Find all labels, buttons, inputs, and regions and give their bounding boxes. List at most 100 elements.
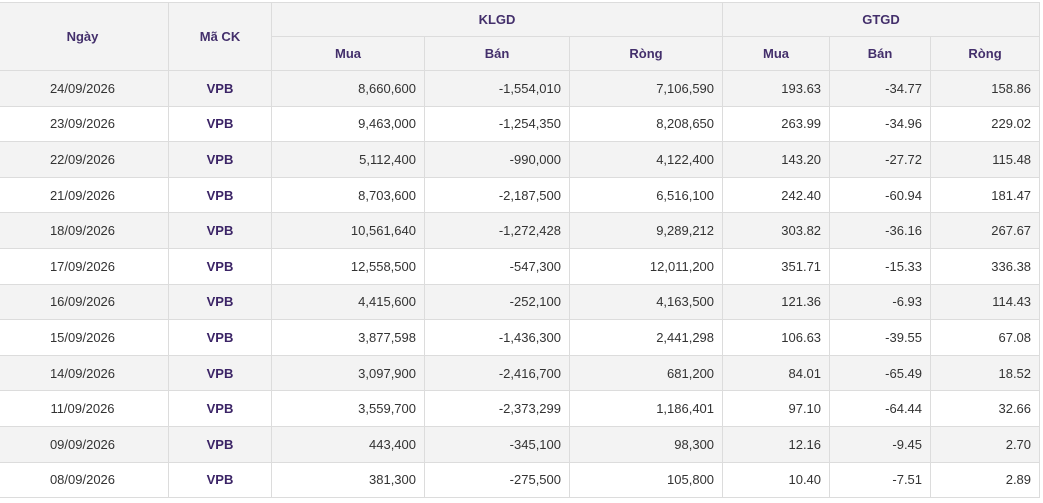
header-row-sub: Mua Bán Ròng Mua Bán Ròng [0, 36, 1041, 71]
cell-code[interactable]: VPB [168, 283, 272, 321]
table-row[interactable]: 15/09/2026 VPB 3,877,598 -1,436,300 2,441,29… [0, 319, 1041, 356]
cell-value-sell: -39.55 [829, 319, 932, 356]
cell-volume-sell: -252,100 [424, 283, 570, 321]
cell-volume-sell: -2,416,700 [424, 354, 570, 392]
cell-value-net: 18.52 [930, 354, 1041, 392]
cell-volume-sell: -2,187,500 [424, 176, 570, 214]
table-row[interactable]: 18/09/2026 VPB 10,561,640 -1,272,428 9,289,2… [0, 212, 1041, 249]
cell-value-buy: 12.16 [722, 425, 831, 463]
header-volume-buy[interactable]: Mua [271, 36, 425, 71]
cell-volume-sell: -1,254,350 [424, 105, 570, 143]
table-row[interactable]: 17/09/2026 VPB 12,558,500 -547,300 12,011,20… [0, 247, 1041, 285]
cell-value-sell: -34.96 [829, 105, 932, 143]
cell-volume-net: 12,011,200 [568, 247, 724, 285]
cell-code[interactable]: VPB [168, 105, 272, 143]
header-date[interactable]: Ngày [0, 2, 169, 71]
table-row[interactable]: 23/09/2026 VPB 9,463,000 -1,254,350 8,208,65… [0, 105, 1041, 143]
table-header: Ngày Mã CK KLGD GTGD Mua Bán Ròng Mua Bá… [0, 2, 1041, 71]
cell-code[interactable]: VPB [168, 212, 272, 249]
table-body: 24/09/2026 VPB 8,660,600 -1,554,010 7,106,59… [0, 70, 1041, 499]
header-value-buy[interactable]: Mua [722, 36, 831, 71]
cell-value-buy: 303.82 [722, 212, 831, 249]
cell-code[interactable]: VPB [168, 176, 272, 214]
cell-volume-buy: 381,300 [271, 461, 425, 499]
cell-code[interactable]: VPB [168, 425, 272, 463]
cell-volume-net: 105,800 [568, 461, 724, 499]
cell-volume-buy: 3,877,598 [271, 319, 425, 356]
table-row[interactable]: 22/09/2026 VPB 5,112,400 -990,000 4,122,400 1… [0, 141, 1041, 178]
cell-value-sell: -60.94 [829, 176, 932, 214]
cell-value-buy: 351.71 [722, 247, 831, 285]
table-row[interactable]: 14/09/2026 VPB 3,097,900 -2,416,700 681,200 8… [0, 354, 1041, 392]
cell-value-buy: 10.40 [722, 461, 831, 499]
cell-value-sell: -27.72 [829, 141, 932, 178]
cell-code[interactable]: VPB [168, 141, 272, 178]
cell-volume-sell: -1,554,010 [424, 70, 570, 107]
cell-value-buy: 143.20 [722, 141, 831, 178]
cell-volume-buy: 8,660,600 [271, 70, 425, 107]
cell-volume-sell: -345,100 [424, 425, 570, 463]
cell-code[interactable]: VPB [168, 319, 272, 356]
cell-value-net: 115.48 [930, 141, 1041, 178]
cell-date: 24/09/2026 [0, 70, 169, 107]
cell-date: 08/09/2026 [0, 461, 169, 499]
cell-volume-sell: -547,300 [424, 247, 570, 285]
cell-volume-buy: 3,097,900 [271, 354, 425, 392]
cell-volume-buy: 10,561,640 [271, 212, 425, 249]
cell-volume-net: 8,208,650 [568, 105, 724, 143]
cell-volume-net: 681,200 [568, 354, 724, 392]
cell-value-buy: 97.10 [722, 390, 831, 427]
cell-value-net: 181.47 [930, 176, 1041, 214]
cell-volume-sell: -990,000 [424, 141, 570, 178]
cell-volume-buy: 3,559,700 [271, 390, 425, 427]
header-code[interactable]: Mã CK [168, 2, 272, 71]
cell-volume-buy: 8,703,600 [271, 176, 425, 214]
cell-value-sell: -65.49 [829, 354, 932, 392]
table-row[interactable]: 09/09/2026 VPB 443,400 -345,100 98,300 12.16-… [0, 425, 1041, 463]
table-row[interactable]: 21/09/2026 VPB 8,703,600 -2,187,500 6,516,10… [0, 176, 1041, 214]
cell-value-sell: -6.93 [829, 283, 932, 321]
header-value-group: GTGD [722, 2, 1041, 37]
cell-date: 11/09/2026 [0, 390, 169, 427]
cell-value-sell: -7.51 [829, 461, 932, 499]
cell-volume-net: 1,186,401 [568, 390, 724, 427]
cell-value-sell: -34.77 [829, 70, 932, 107]
cell-value-net: 158.86 [930, 70, 1041, 107]
cell-volume-net: 6,516,100 [568, 176, 724, 214]
cell-code[interactable]: VPB [168, 461, 272, 499]
table-row[interactable]: 11/09/2026 VPB 3,559,700 -2,373,299 1,186,40… [0, 390, 1041, 427]
cell-volume-sell: -275,500 [424, 461, 570, 499]
cell-value-net: 2.70 [930, 425, 1041, 463]
cell-code[interactable]: VPB [168, 354, 272, 392]
cell-value-sell: -64.44 [829, 390, 932, 427]
cell-value-net: 229.02 [930, 105, 1041, 143]
cell-code[interactable]: VPB [168, 247, 272, 285]
header-value-sell[interactable]: Bán [829, 36, 932, 71]
cell-volume-net: 4,122,400 [568, 141, 724, 178]
header-volume-net[interactable]: Ròng [568, 36, 724, 71]
cell-code[interactable]: VPB [168, 390, 272, 427]
header-volume-sell[interactable]: Bán [424, 36, 570, 71]
table-row[interactable]: 16/09/2026 VPB 4,415,600 -252,100 4,163,500 1… [0, 283, 1041, 321]
table-row[interactable]: 24/09/2026 VPB 8,660,600 -1,554,010 7,106,59… [0, 70, 1041, 107]
cell-date: 18/09/2026 [0, 212, 169, 249]
cell-date: 22/09/2026 [0, 141, 169, 178]
cell-volume-buy: 12,558,500 [271, 247, 425, 285]
table-row[interactable]: 08/09/2026 VPB 381,300 -275,500 105,800 10.40… [0, 461, 1041, 499]
cell-value-buy: 121.36 [722, 283, 831, 321]
cell-volume-sell: -1,436,300 [424, 319, 570, 356]
cell-volume-buy: 4,415,600 [271, 283, 425, 321]
cell-date: 23/09/2026 [0, 105, 169, 143]
cell-volume-net: 9,289,212 [568, 212, 724, 249]
cell-value-sell: -15.33 [829, 247, 932, 285]
header-value-net[interactable]: Ròng [930, 36, 1041, 71]
cell-volume-net: 4,163,500 [568, 283, 724, 321]
cell-code[interactable]: VPB [168, 70, 272, 107]
cell-value-net: 32.66 [930, 390, 1041, 427]
cell-value-net: 336.38 [930, 247, 1041, 285]
cell-date: 21/09/2026 [0, 176, 169, 214]
cell-date: 09/09/2026 [0, 425, 169, 463]
cell-value-buy: 263.99 [722, 105, 831, 143]
